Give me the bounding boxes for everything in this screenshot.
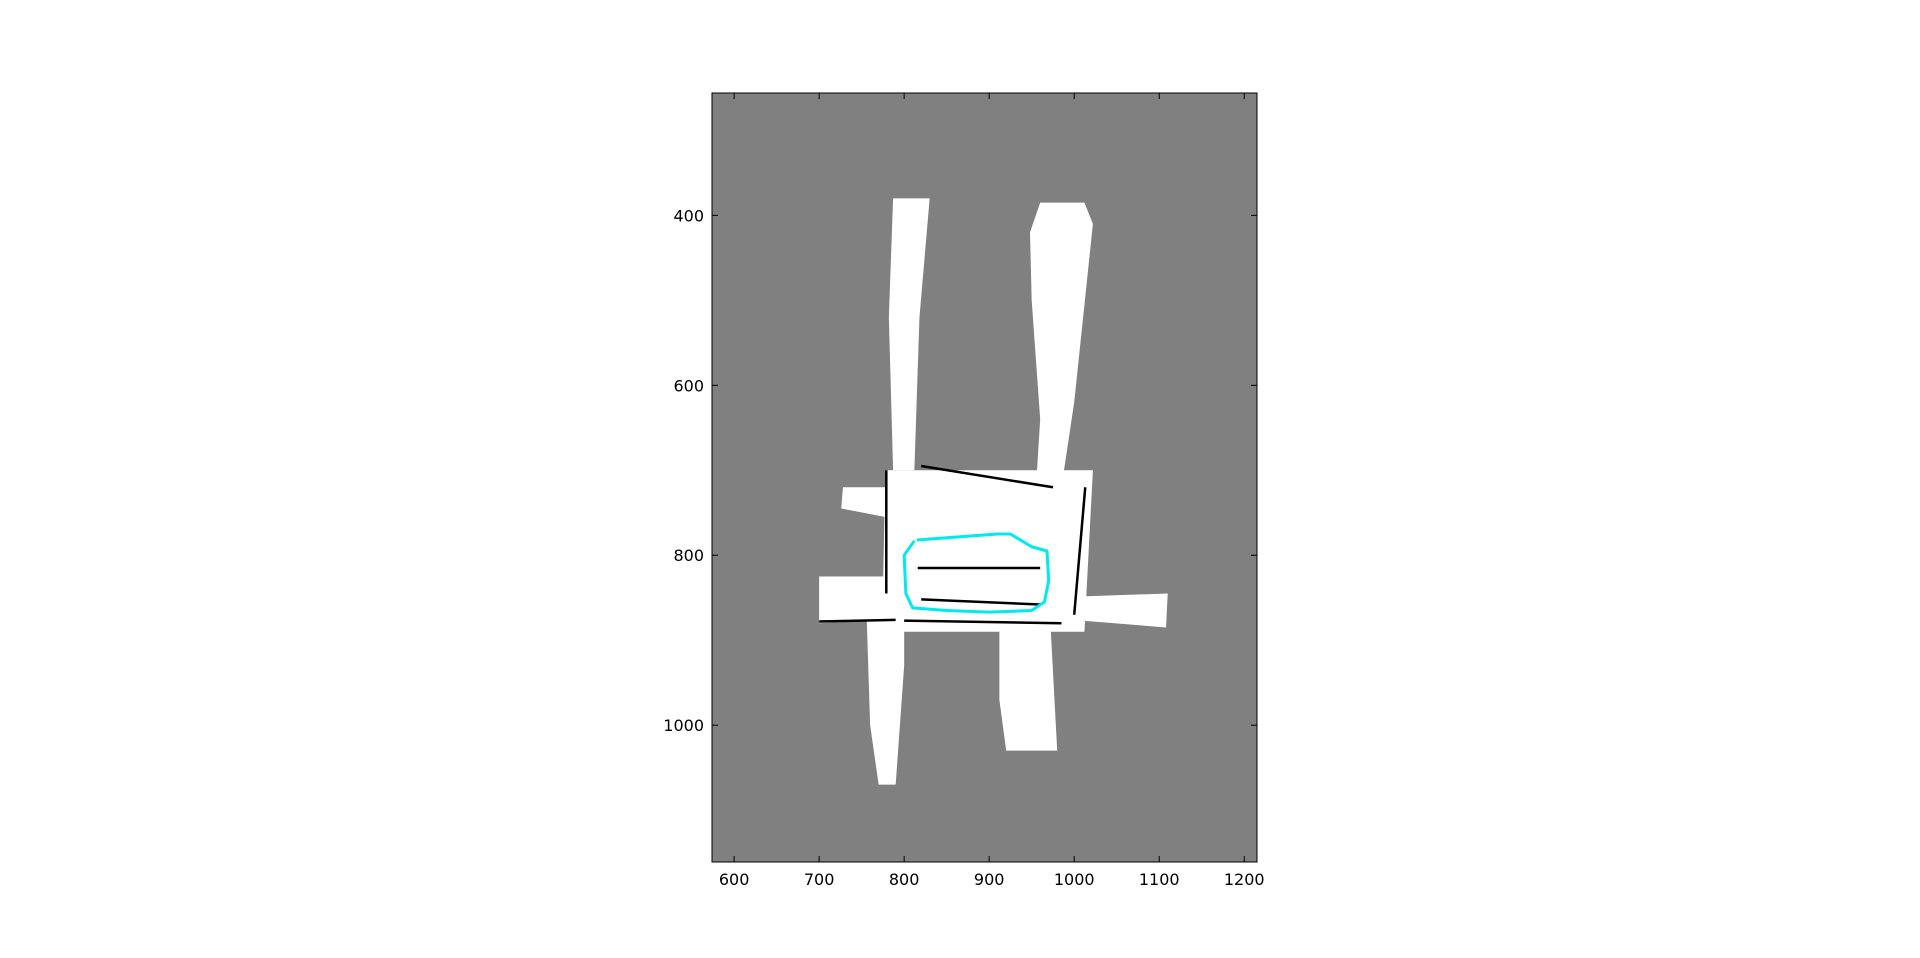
x-tick-label: 1200 bbox=[1224, 870, 1265, 889]
y-tick-label: 600 bbox=[673, 376, 704, 395]
x-tick-label: 700 bbox=[804, 870, 835, 889]
free-space-region bbox=[888, 198, 930, 471]
x-tick-label: 1000 bbox=[1054, 870, 1095, 889]
axes-frame bbox=[711, 92, 1258, 863]
x-tick-label: 900 bbox=[974, 870, 1005, 889]
free-space-layer bbox=[819, 198, 1168, 785]
free-space-region bbox=[866, 614, 905, 785]
y-tick-label: 1000 bbox=[663, 716, 704, 735]
y-tick-label: 400 bbox=[673, 206, 704, 225]
y-axis: 400 600 800 1000 bbox=[663, 206, 1257, 735]
x-tick-label: 800 bbox=[889, 870, 920, 889]
x-axis: 600 700 800 900 1000 1100 1200 bbox=[719, 93, 1265, 889]
wall-segment bbox=[1072, 487, 1087, 615]
wall-segment bbox=[921, 598, 1041, 606]
robot-trajectory bbox=[902, 532, 1051, 614]
free-space-region bbox=[999, 623, 1058, 751]
wall-segment bbox=[904, 619, 1062, 625]
wall-segment bbox=[819, 618, 896, 623]
wall-segment bbox=[920, 464, 1054, 489]
y-tick-label: 800 bbox=[673, 546, 704, 565]
free-space-region bbox=[1029, 202, 1093, 488]
occupied-cells-layer bbox=[819, 464, 1087, 625]
free-space-region bbox=[841, 487, 886, 518]
free-space-region bbox=[882, 470, 1093, 632]
free-space-region bbox=[819, 576, 905, 624]
x-tick-label: 1100 bbox=[1139, 870, 1180, 889]
x-tick-label: 600 bbox=[719, 870, 750, 889]
